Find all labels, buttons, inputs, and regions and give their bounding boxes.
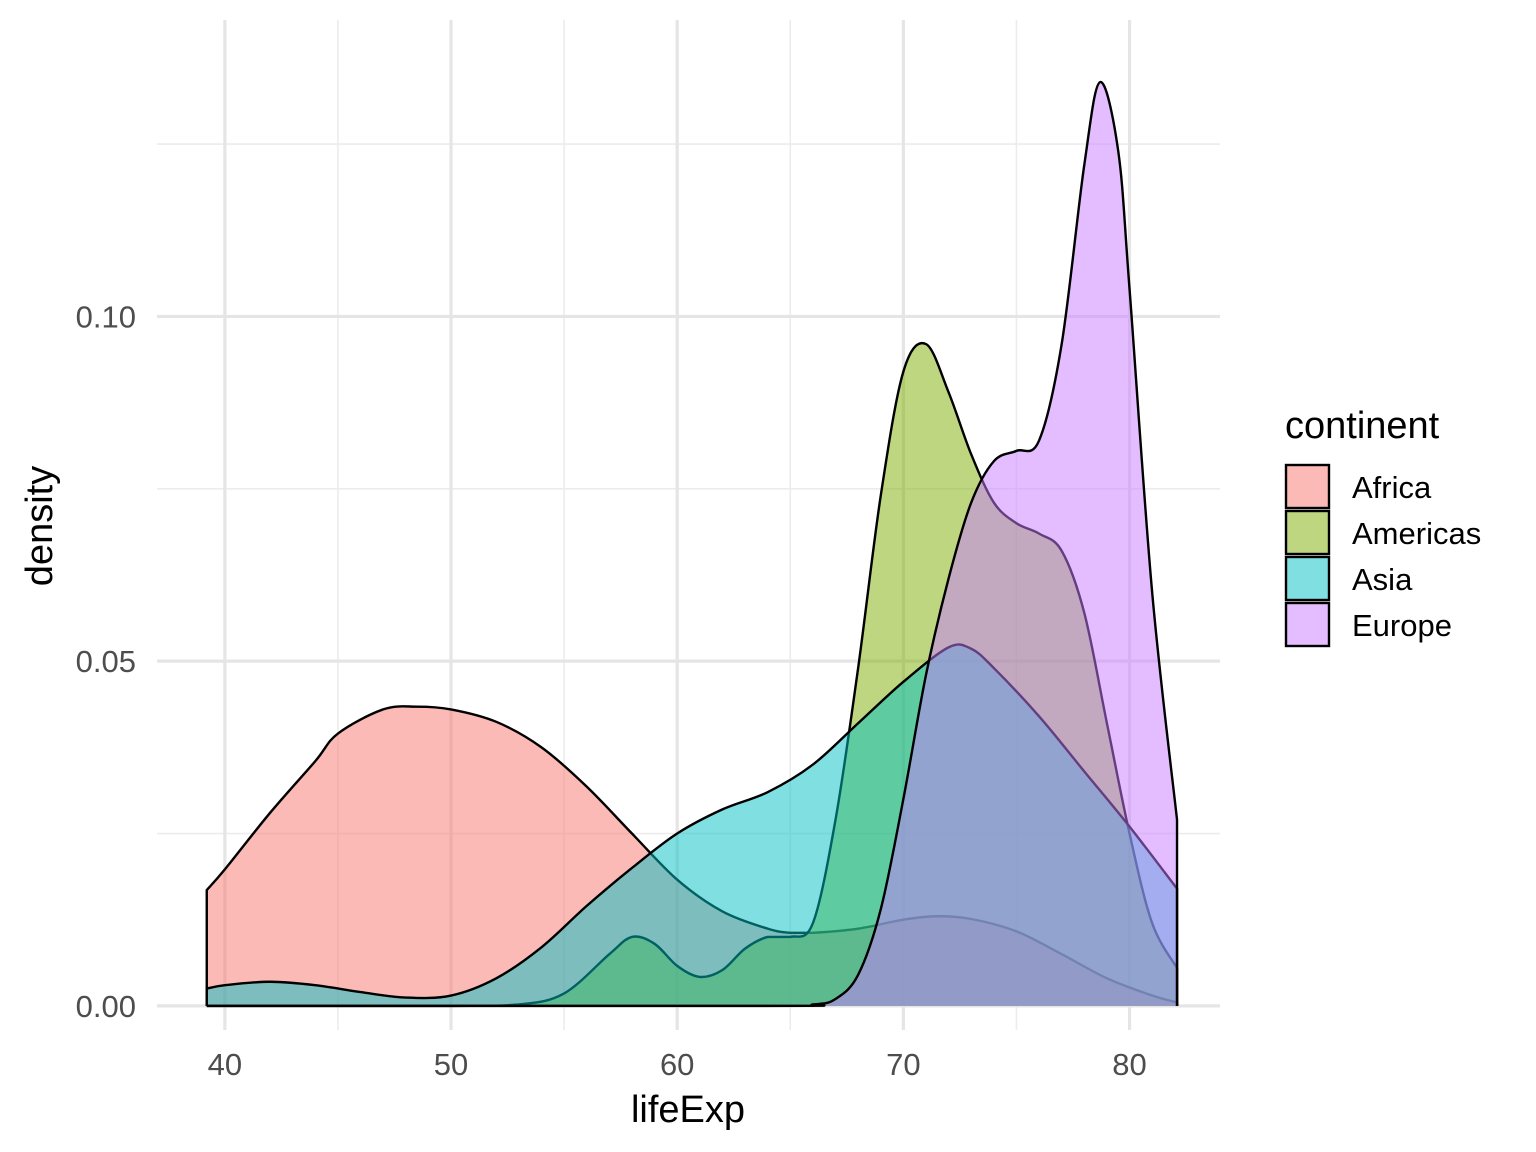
- x-tick-label: 40: [208, 1047, 242, 1082]
- legend-label: Europe: [1352, 608, 1452, 643]
- density-area-europe: [206, 81, 1178, 1006]
- legend-swatch: [1284, 601, 1331, 648]
- y-tick-label: 0.10: [76, 299, 136, 334]
- legend-title: continent: [1285, 405, 1440, 447]
- legend-item-europe: Europe: [1284, 601, 1452, 648]
- legend-item-asia: Asia: [1284, 555, 1413, 602]
- x-axis-ticks: 40 50 60 70 80: [208, 1047, 1147, 1082]
- legend-label: Asia: [1352, 562, 1413, 597]
- legend-swatch: [1284, 463, 1331, 510]
- legend: continent Africa Americas Asia Europe: [1284, 405, 1481, 648]
- y-axis-ticks: 0.00 0.05 0.10: [76, 299, 136, 1023]
- y-tick-label: 0.05: [76, 644, 136, 679]
- legend-item-africa: Africa: [1284, 463, 1432, 510]
- legend-label: Africa: [1352, 470, 1432, 505]
- y-tick-label: 0.00: [76, 989, 136, 1024]
- legend-item-americas: Americas: [1284, 509, 1481, 556]
- x-tick-label: 60: [660, 1047, 694, 1082]
- series-europe: [206, 80, 1179, 1008]
- y-axis-title: density: [19, 466, 61, 586]
- legend-swatch: [1284, 509, 1331, 556]
- legend-items: Africa Americas Asia Europe: [1284, 463, 1481, 648]
- x-tick-label: 50: [434, 1047, 468, 1082]
- x-tick-label: 70: [886, 1047, 920, 1082]
- x-axis-title: lifeExp: [631, 1089, 745, 1131]
- density-areas: [205, 80, 1179, 1008]
- density-outline-europe: [206, 80, 1179, 1008]
- legend-swatch: [1284, 555, 1331, 602]
- legend-label: Americas: [1352, 516, 1481, 551]
- x-tick-label: 80: [1112, 1047, 1146, 1082]
